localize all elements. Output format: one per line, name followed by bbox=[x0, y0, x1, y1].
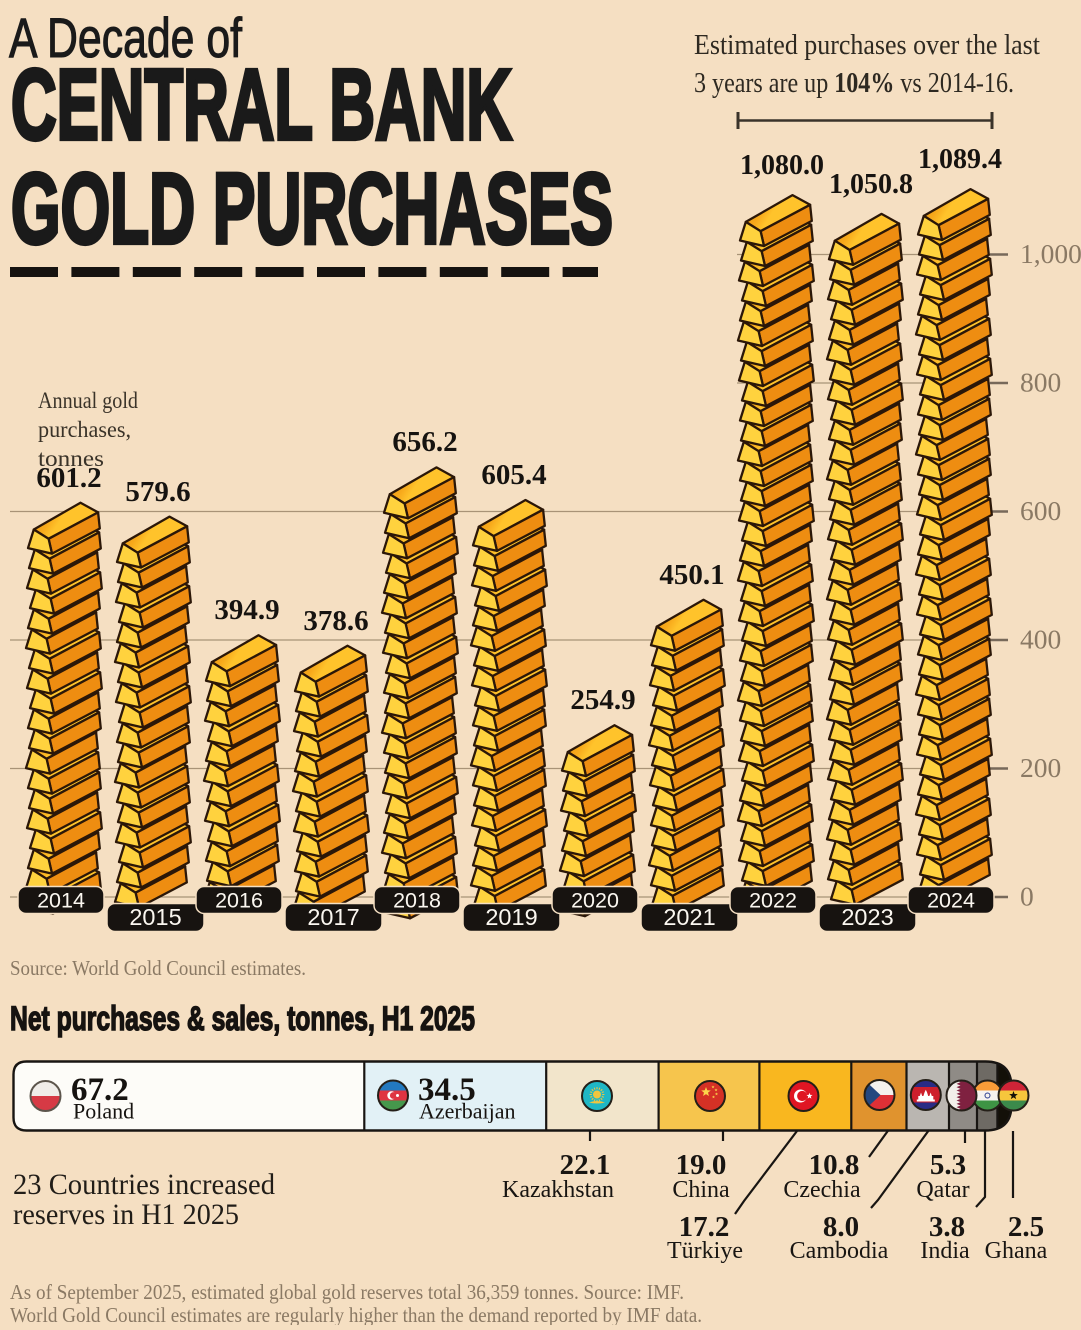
svg-text:As of September 2025, estimate: As of September 2025, estimated global g… bbox=[10, 1280, 684, 1304]
svg-text:200: 200 bbox=[1020, 752, 1061, 783]
svg-text:579.6: 579.6 bbox=[125, 476, 190, 508]
svg-text:1,080.0: 1,080.0 bbox=[740, 150, 824, 181]
svg-text:Kazakhstan: Kazakhstan bbox=[502, 1177, 614, 1203]
svg-text:2019: 2019 bbox=[485, 904, 537, 930]
svg-text:Cambodia: Cambodia bbox=[790, 1238, 889, 1264]
svg-text:400: 400 bbox=[1020, 624, 1061, 655]
svg-text:1,089.4: 1,089.4 bbox=[918, 144, 1002, 175]
svg-text:656.2: 656.2 bbox=[392, 426, 457, 458]
svg-text:Estimated purchases over the l: Estimated purchases over the last bbox=[694, 30, 1040, 61]
svg-text:0: 0 bbox=[1020, 881, 1034, 912]
svg-text:8.0: 8.0 bbox=[823, 1211, 859, 1243]
svg-text:Annual gold: Annual gold bbox=[38, 388, 138, 413]
svg-text:Türkiye: Türkiye bbox=[667, 1238, 743, 1264]
svg-text:2016: 2016 bbox=[215, 889, 263, 913]
svg-text:2015: 2015 bbox=[129, 904, 181, 930]
svg-text:605.4: 605.4 bbox=[481, 459, 546, 491]
svg-text:1,050.8: 1,050.8 bbox=[829, 169, 913, 200]
svg-text:800: 800 bbox=[1020, 367, 1061, 398]
svg-text:World Gold Council estimates a: World Gold Council estimates are regular… bbox=[10, 1303, 702, 1325]
svg-text:Ghana: Ghana bbox=[985, 1238, 1048, 1264]
svg-text:394.9: 394.9 bbox=[214, 594, 279, 626]
svg-text:2024: 2024 bbox=[927, 889, 975, 913]
svg-text:reserves in H1 2025: reserves in H1 2025 bbox=[13, 1198, 239, 1231]
svg-text:22.1: 22.1 bbox=[560, 1149, 611, 1181]
svg-text:2022: 2022 bbox=[749, 889, 797, 913]
svg-text:tonnes: tonnes bbox=[38, 446, 104, 471]
svg-text:2017: 2017 bbox=[307, 904, 359, 930]
svg-text:Source: World Gold Council est: Source: World Gold Council estimates. bbox=[10, 956, 306, 980]
svg-text:67.2: 67.2 bbox=[71, 1072, 129, 1108]
svg-text:2021: 2021 bbox=[663, 904, 715, 930]
svg-text:3 years are up 104% vs 2014-16: 3 years are up 104% vs 2014-16. bbox=[694, 68, 1014, 99]
svg-text:1,000: 1,000 bbox=[1020, 238, 1081, 269]
svg-text:3.8: 3.8 bbox=[929, 1211, 965, 1243]
svg-text:Net purchases & sales, tonnes,: Net purchases & sales, tonnes, H1 2025 bbox=[10, 1000, 475, 1038]
svg-text:378.6: 378.6 bbox=[303, 605, 368, 637]
svg-text:Azerbaijan: Azerbaijan bbox=[419, 1099, 516, 1124]
svg-text:Czechia: Czechia bbox=[783, 1177, 861, 1203]
svg-text:5.3: 5.3 bbox=[930, 1149, 966, 1181]
svg-text:2023: 2023 bbox=[841, 904, 893, 930]
svg-text:2018: 2018 bbox=[393, 889, 441, 913]
svg-text:2014: 2014 bbox=[37, 889, 85, 913]
svg-text:601.2: 601.2 bbox=[36, 462, 101, 494]
svg-text:Poland: Poland bbox=[73, 1099, 134, 1124]
svg-text:Qatar: Qatar bbox=[916, 1177, 969, 1203]
svg-text:600: 600 bbox=[1020, 495, 1061, 526]
svg-text:19.0: 19.0 bbox=[676, 1149, 727, 1181]
svg-text:China: China bbox=[672, 1177, 730, 1203]
svg-text:2020: 2020 bbox=[571, 889, 619, 913]
svg-text:GOLD PURCHASES: GOLD PURCHASES bbox=[11, 153, 613, 265]
svg-text:34.5: 34.5 bbox=[418, 1072, 476, 1108]
svg-text:450.1: 450.1 bbox=[659, 559, 724, 591]
svg-text:10.8: 10.8 bbox=[809, 1149, 860, 1181]
svg-text:India: India bbox=[920, 1238, 970, 1264]
svg-text:purchases,: purchases, bbox=[38, 417, 131, 442]
svg-text:23 Countries increased: 23 Countries increased bbox=[13, 1168, 275, 1201]
svg-text:A Decade of: A Decade of bbox=[9, 6, 242, 69]
svg-text:17.2: 17.2 bbox=[679, 1211, 730, 1243]
svg-text:CENTRAL BANK: CENTRAL BANK bbox=[11, 49, 512, 161]
svg-text:2.5: 2.5 bbox=[1008, 1211, 1044, 1243]
svg-text:254.9: 254.9 bbox=[570, 684, 635, 716]
